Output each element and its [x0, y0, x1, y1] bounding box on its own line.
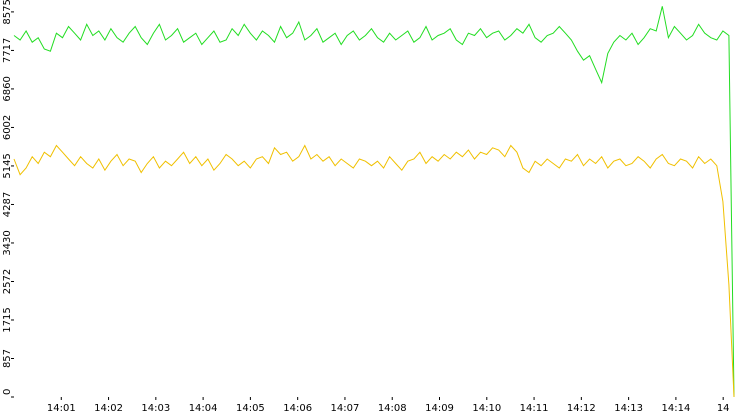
y-tick-label: 6860: [2, 76, 13, 101]
x-tick-label: 14:07: [331, 403, 360, 414]
y-tick-label: 2572: [2, 269, 13, 294]
x-tick-label: 14:09: [425, 403, 454, 414]
series-line: [13, 144, 735, 398]
y-tick-label: 7717: [2, 38, 13, 63]
x-tick-label: 14:08: [378, 403, 407, 414]
series-line: [13, 6, 735, 398]
x-tick-label: 14: [717, 403, 730, 414]
x-tick-label: 14:12: [567, 403, 596, 414]
x-tick-label: 14:14: [661, 403, 690, 414]
x-tick-label: 14:04: [189, 403, 218, 414]
y-tick-label: 3430: [2, 230, 13, 255]
y-tick-label: 4287: [2, 192, 13, 217]
y-tick-label: 6002: [2, 115, 13, 140]
x-tick-label: 14:02: [94, 403, 123, 414]
x-tick-label: 14:05: [236, 403, 265, 414]
x-tick-label: 14:13: [614, 403, 643, 414]
y-tick-label: 0: [2, 389, 13, 395]
x-tick-label: 14:10: [472, 403, 501, 414]
y-tick-label: 5145: [2, 153, 13, 178]
x-tick-label: 14:01: [47, 403, 76, 414]
y-tick-label: 8575: [2, 0, 13, 25]
x-tick-label: 14:03: [141, 403, 170, 414]
x-tick-label: 14:06: [283, 403, 312, 414]
y-tick-label: 857: [2, 349, 13, 368]
y-tick-label: 1715: [2, 307, 13, 332]
x-tick-label: 14:11: [520, 403, 549, 414]
